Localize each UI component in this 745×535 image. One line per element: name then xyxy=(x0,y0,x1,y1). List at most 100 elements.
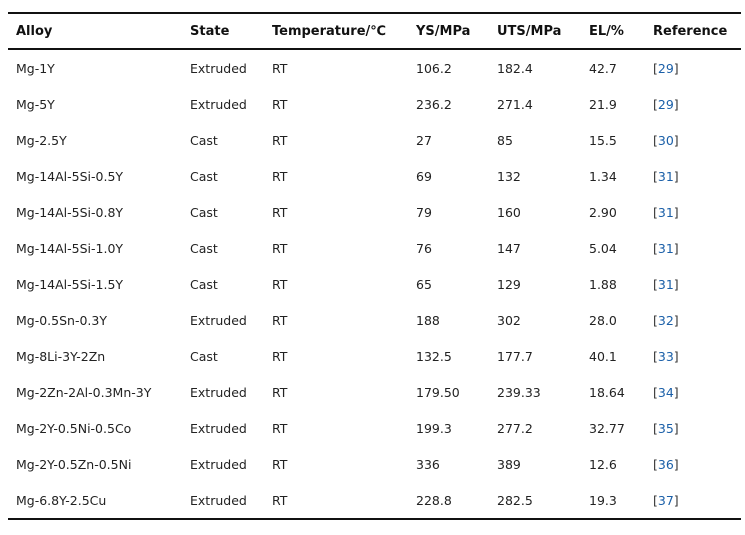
cell-temperature: RT xyxy=(272,312,288,328)
cell-uts: 132 xyxy=(497,168,521,184)
cell-uts: 160 xyxy=(497,204,521,220)
reference-close-bracket: ] xyxy=(673,276,679,292)
reference-close-bracket: ] xyxy=(673,96,679,112)
cell-ys: 69 xyxy=(416,168,432,184)
header-temperature: Temperature/℃ xyxy=(272,23,386,39)
cell-ys: 236.2 xyxy=(416,96,452,112)
cell-reference: [29] xyxy=(645,86,741,122)
cell-el: 15.5 xyxy=(589,132,617,148)
cell-ys: 228.8 xyxy=(416,492,452,508)
cell-temperature: RT xyxy=(272,60,288,76)
cell-ys: 132.5 xyxy=(416,348,452,364)
cell-reference: [31] xyxy=(645,194,741,230)
reference-open-bracket: [ xyxy=(653,456,658,472)
table-row: Mg-2.5Y Cast RT 27 85 15.5 [30] xyxy=(8,122,741,158)
cell-ys: 179.50 xyxy=(416,384,460,400)
cell-state: Cast xyxy=(190,132,218,148)
cell-uts: 389 xyxy=(497,456,521,472)
cell-alloy: Mg-2.5Y xyxy=(16,132,67,148)
cell-ys: 336 xyxy=(416,456,440,472)
reference-link[interactable]: 35 xyxy=(657,420,674,436)
reference-close-bracket: ] xyxy=(673,312,679,328)
reference-link[interactable]: 30 xyxy=(657,132,674,148)
table-row: Mg-5Y Extruded RT 236.2 271.4 21.9 [29] xyxy=(8,86,741,122)
cell-temperature: RT xyxy=(272,168,288,184)
cell-temperature: RT xyxy=(272,96,288,112)
cell-uts: 85 xyxy=(497,132,513,148)
table-header: Alloy State Temperature/℃ YS/MPa UTS/MPa… xyxy=(8,13,741,49)
reference-close-bracket: ] xyxy=(673,420,679,436)
reference-link[interactable]: 31 xyxy=(657,168,674,184)
cell-temperature: RT xyxy=(272,348,288,364)
table-row: Mg-1Y Extruded RT 106.2 182.4 42.7 [29] xyxy=(8,49,741,86)
cell-reference: [31] xyxy=(645,158,741,194)
reference-link[interactable]: 32 xyxy=(657,312,674,328)
cell-reference: [31] xyxy=(645,266,741,302)
cell-el: 18.64 xyxy=(589,384,625,400)
cell-alloy: Mg-14Al-5Si-0.5Y xyxy=(16,168,124,184)
header-row: Alloy State Temperature/℃ YS/MPa UTS/MPa… xyxy=(8,13,741,49)
cell-el: 28.0 xyxy=(589,312,617,328)
reference-close-bracket: ] xyxy=(673,132,679,148)
cell-uts: 302 xyxy=(497,312,521,328)
cell-state: Extruded xyxy=(190,312,247,328)
cell-alloy: Mg-5Y xyxy=(16,96,55,112)
reference-close-bracket: ] xyxy=(673,384,679,400)
cell-el: 32.77 xyxy=(589,420,625,436)
cell-state: Cast xyxy=(190,348,218,364)
reference-link[interactable]: 34 xyxy=(657,384,674,400)
cell-reference: [35] xyxy=(645,410,741,446)
cell-state: Cast xyxy=(190,204,218,220)
cell-alloy: Mg-14Al-5Si-1.0Y xyxy=(16,240,124,256)
reference-link[interactable]: 31 xyxy=(657,240,674,256)
cell-ys: 79 xyxy=(416,204,432,220)
cell-state: Extruded xyxy=(190,420,247,436)
reference-open-bracket: [ xyxy=(653,168,658,184)
cell-temperature: RT xyxy=(272,456,288,472)
reference-close-bracket: ] xyxy=(673,240,679,256)
cell-reference: [33] xyxy=(645,338,741,374)
cell-el: 5.04 xyxy=(589,240,617,256)
cell-alloy: Mg-2Zn-2Al-0.3Mn-3Y xyxy=(16,384,152,400)
reference-link[interactable]: 31 xyxy=(657,204,674,220)
header-alloy: Alloy xyxy=(16,23,53,39)
cell-alloy: Mg-2Y-0.5Ni-0.5Co xyxy=(16,420,132,436)
reference-link[interactable]: 29 xyxy=(657,96,674,112)
reference-open-bracket: [ xyxy=(653,240,658,256)
cell-state: Cast xyxy=(190,276,218,292)
cell-state: Cast xyxy=(190,168,218,184)
header-reference: Reference xyxy=(653,23,728,39)
cell-state: Extruded xyxy=(190,492,247,508)
reference-link[interactable]: 31 xyxy=(657,276,674,292)
cell-ys: 106.2 xyxy=(416,60,452,76)
cell-alloy: Mg-14Al-5Si-1.5Y xyxy=(16,276,124,292)
cell-temperature: RT xyxy=(272,132,288,148)
cell-reference: [30] xyxy=(645,122,741,158)
cell-ys: 27 xyxy=(416,132,432,148)
cell-ys: 199.3 xyxy=(416,420,452,436)
cell-temperature: RT xyxy=(272,384,288,400)
cell-temperature: RT xyxy=(272,240,288,256)
cell-reference: [31] xyxy=(645,230,741,266)
cell-el: 40.1 xyxy=(589,348,617,364)
reference-link[interactable]: 36 xyxy=(657,456,674,472)
cell-uts: 177.7 xyxy=(497,348,533,364)
reference-open-bracket: [ xyxy=(653,384,658,400)
table-row: Mg-14Al-5Si-1.0Y Cast RT 76 147 5.04 [31] xyxy=(8,230,741,266)
reference-open-bracket: [ xyxy=(653,420,658,436)
reference-open-bracket: [ xyxy=(653,96,658,112)
table-row: Mg-2Y-0.5Ni-0.5Co Extruded RT 199.3 277.2 32.… xyxy=(8,410,741,446)
table-row: Mg-6.8Y-2.5Cu Extruded RT 228.8 282.5 19.3 [37… xyxy=(8,482,741,519)
reference-link[interactable]: 29 xyxy=(657,60,674,76)
properties-table-container: Alloy State Temperature/℃ YS/MPa UTS/MPa… xyxy=(8,12,741,520)
reference-close-bracket: ] xyxy=(673,204,679,220)
header-uts: UTS/MPa xyxy=(497,23,562,39)
reference-link[interactable]: 37 xyxy=(657,492,674,508)
table-row: Mg-2Y-0.5Zn-0.5Ni Extruded RT 336 389 12.6 [36… xyxy=(8,446,741,482)
reference-close-bracket: ] xyxy=(673,60,679,76)
cell-alloy: Mg-14Al-5Si-0.8Y xyxy=(16,204,124,220)
cell-reference: [37] xyxy=(645,482,741,519)
reference-open-bracket: [ xyxy=(653,312,658,328)
cell-el: 12.6 xyxy=(589,456,617,472)
reference-link[interactable]: 33 xyxy=(657,348,674,364)
